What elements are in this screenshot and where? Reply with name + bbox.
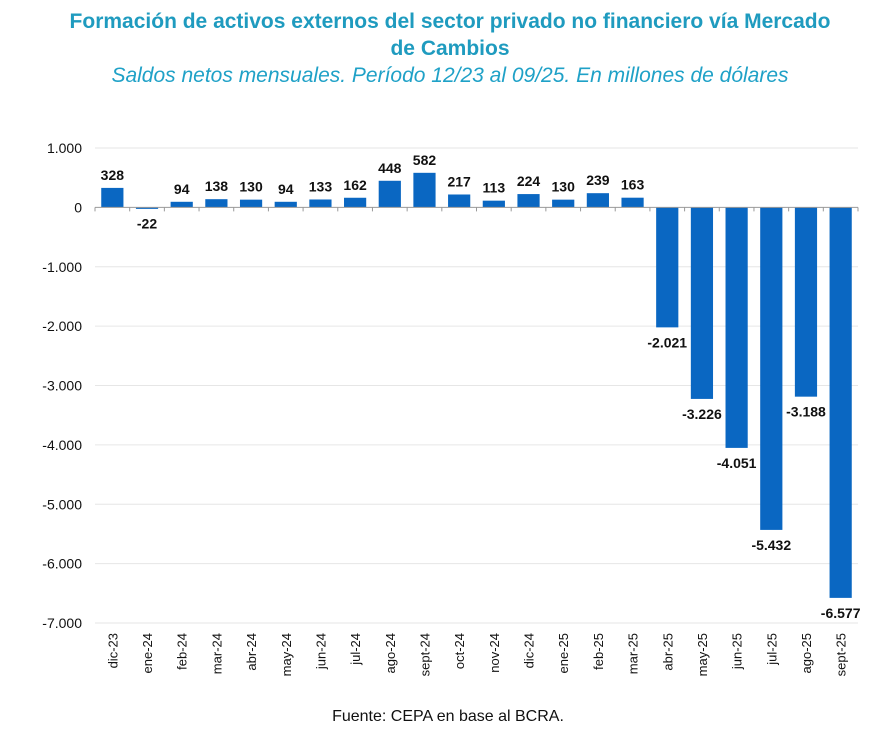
data-label: 133 [309,178,333,194]
data-label: -3.188 [786,404,826,420]
data-label: -2.021 [647,334,687,350]
bar-chart: 1.000 0 -1.000 -2.000 -3.000 -4.000 -5.000 -6.0… [42,140,861,676]
x-axis: dic-23 ene-24 feb-24 mar-24 abr-24 may-24 jun-… [94,206,859,676]
bar [586,193,609,208]
x-tick-label: abr-24 [244,633,259,671]
bar [794,207,818,397]
y-tick-label: 0 [74,199,82,215]
data-label: 328 [101,167,125,183]
x-tick-label: jun-25 [730,633,745,670]
bar [760,207,783,530]
bar [482,200,505,208]
x-tick-label: sept-25 [834,633,849,676]
y-tick-label: -6.000 [42,556,82,572]
bar [101,187,124,208]
x-tick-label: mar-24 [209,633,224,674]
y-tick-label: -7.000 [42,615,82,631]
x-tick-label: may-24 [279,633,294,676]
bar [829,207,852,598]
data-label: 582 [413,152,437,168]
x-tick-label: may-25 [695,633,710,676]
x-tick-label: dic-24 [522,633,537,668]
x-tick-label: jul-24 [348,633,363,666]
data-label: 113 [483,180,506,196]
x-tick-label: ene-25 [556,633,571,673]
data-labels: 328 -22 94 138 130 94 133 162 448 582 217 113 224 130… [101,152,861,621]
bar [378,180,401,208]
x-tick-label: feb-25 [591,633,606,670]
data-label: 224 [517,173,541,189]
bar [135,207,159,209]
bar [413,172,436,208]
x-tick-label: abr-25 [660,633,675,671]
source-note: Fuente: CEPA en base al BCRA. [332,708,564,725]
gridlines [95,147,858,624]
data-label: -4.051 [717,455,757,471]
bar [552,199,575,208]
y-tick-label: -2.000 [42,318,82,334]
y-tick-label: -3.000 [42,378,82,394]
x-tick-label: nov-24 [487,633,502,673]
bar [517,194,540,208]
x-tick-label: ago-24 [383,633,398,673]
y-tick-label: -4.000 [42,437,82,453]
x-tick-label: jun-24 [313,633,328,670]
bar [690,207,714,399]
chart-title: Formación de activos externos del sector… [69,10,831,60]
x-tick-label: sept-24 [417,633,432,676]
y-tick-label: -1.000 [42,259,82,275]
x-tick-label: dic-23 [105,633,120,668]
y-tick-label: -5.000 [42,496,82,512]
bar [448,194,471,208]
data-label: 163 [621,177,645,193]
data-label: 162 [343,177,367,193]
x-tick-label: mar-25 [626,633,641,674]
data-label: -5.432 [751,537,791,553]
bar [274,201,297,208]
x-tick-label: ene-24 [140,633,155,673]
bar [621,197,644,208]
data-label: 130 [239,179,263,195]
y-axis: 1.000 0 -1.000 -2.000 -3.000 -4.000 -5.000 -6.0… [42,140,82,631]
data-label: 138 [205,178,229,194]
bar [656,207,679,328]
bar [725,207,748,448]
x-tick-label: jul-25 [764,633,779,666]
bar [344,197,367,208]
y-tick-label: 1.000 [47,140,82,156]
bar [205,199,228,208]
data-label: 94 [174,181,190,197]
data-label: 448 [378,160,402,176]
bar [309,199,332,208]
data-label: 217 [447,173,471,189]
data-label: -22 [137,216,157,232]
data-label: 94 [278,181,294,197]
bars [101,172,852,598]
chart-subtitle: Saldos netos mensuales. Período 12/23 al… [111,64,789,87]
x-tick-label: ago-25 [799,633,814,673]
bar [170,201,193,208]
data-label: -3.226 [682,406,722,422]
data-label: 130 [552,179,576,195]
bar [239,199,263,208]
data-label: -6.577 [821,605,861,621]
x-tick-label: feb-24 [175,633,190,670]
x-tick-label: oct-24 [452,633,467,669]
data-label: 239 [586,172,610,188]
